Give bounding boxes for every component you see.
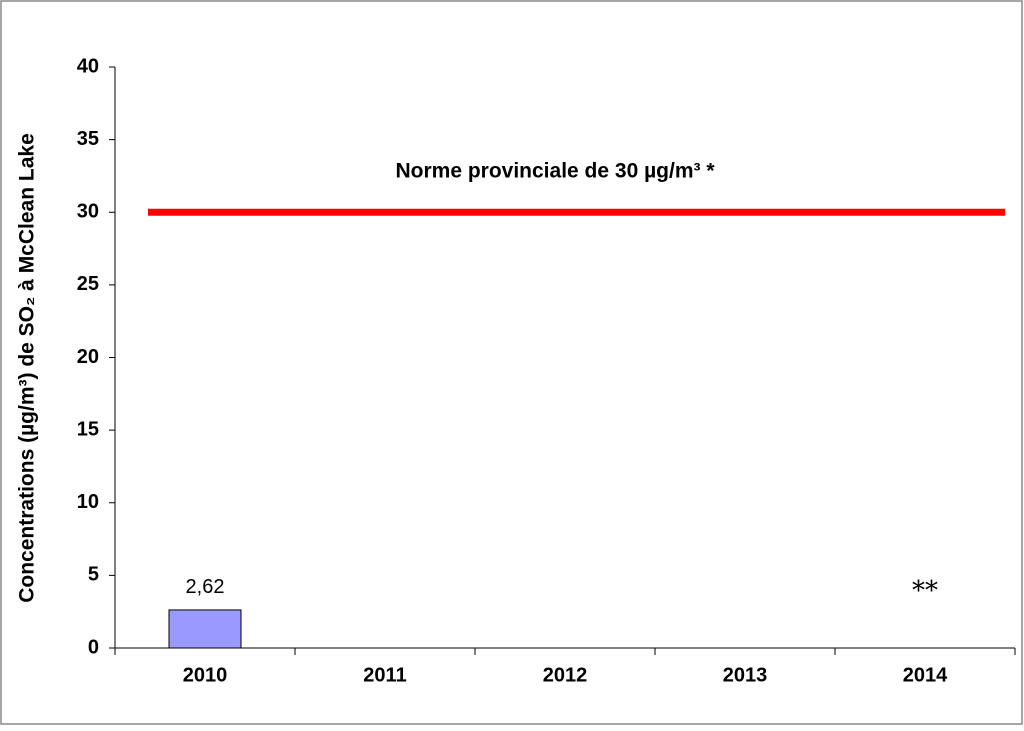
x-tick-label: 2012 <box>543 664 588 686</box>
y-tick-label: 20 <box>77 346 99 368</box>
y-tick-label: 0 <box>88 636 99 658</box>
x-tick-label: 2013 <box>723 664 768 686</box>
y-tick-label: 25 <box>77 273 99 295</box>
value-label: 2,62 <box>186 576 225 598</box>
y-tick-label: 30 <box>77 201 99 223</box>
y-tick-label: 15 <box>77 418 99 440</box>
y-tick-label: 35 <box>77 128 99 150</box>
y-tick-label: 40 <box>77 55 99 77</box>
reference-label: Norme provinciale de 30 µg/m³ * <box>395 160 715 183</box>
y-tick-label: 5 <box>88 564 99 586</box>
y-axis-label: Concentrations (µg/m³) de SO₂ à McClean … <box>16 133 39 603</box>
y-tick-label: 10 <box>77 491 99 513</box>
annotation: ** <box>912 576 938 606</box>
x-tick-label: 2014 <box>903 664 948 686</box>
x-tick-label: 2010 <box>183 664 228 686</box>
x-tick-label: 2011 <box>363 664 406 686</box>
bar <box>168 609 242 649</box>
